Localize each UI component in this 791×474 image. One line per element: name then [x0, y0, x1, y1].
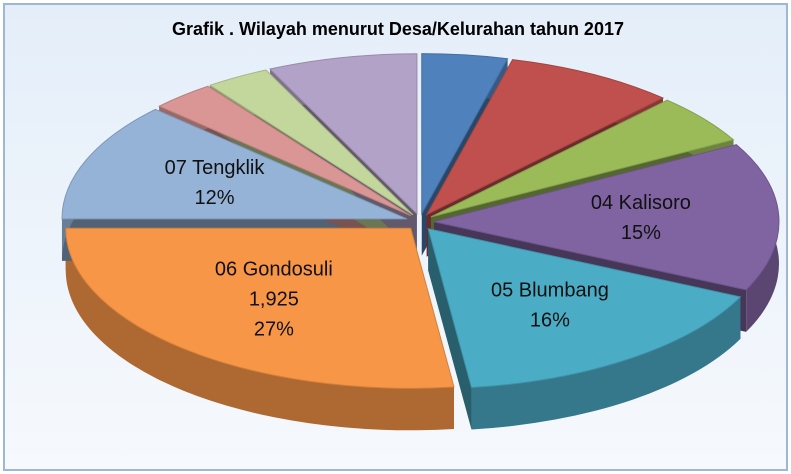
slice [433, 144, 780, 291]
slice-label: 07 Tengklik [165, 157, 266, 179]
slice-value: 16% [530, 310, 570, 332]
slice [65, 227, 455, 389]
slice-value: 27% [254, 319, 294, 341]
slice [425, 59, 665, 216]
slice-side [65, 228, 454, 431]
slice [158, 85, 412, 217]
slice [430, 99, 735, 218]
slice-side [471, 296, 741, 430]
slice-count: 1,925 [249, 289, 299, 311]
slice [269, 53, 418, 215]
slice-wall [428, 228, 472, 430]
slice-value: 12% [195, 187, 235, 209]
slice-label: 06 Gondosuli [215, 259, 333, 281]
chart-title: Grafik . Wilayah menurut Desa/Kelurahan … [172, 19, 624, 39]
slice [208, 69, 414, 216]
slice-label: 05 Blumbang [491, 280, 609, 302]
slice [61, 108, 408, 220]
slice [427, 228, 742, 389]
slice-value: 15% [621, 222, 661, 244]
slice [421, 53, 509, 216]
slice-label: 04 Kalisoro [591, 192, 691, 214]
